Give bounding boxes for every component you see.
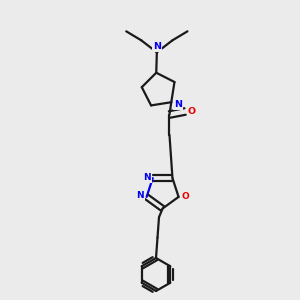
Text: N: N	[136, 191, 144, 200]
Text: N: N	[153, 42, 161, 51]
Text: N: N	[174, 100, 182, 109]
Text: O: O	[181, 192, 189, 201]
Text: N: N	[143, 173, 151, 182]
Text: O: O	[188, 107, 196, 116]
